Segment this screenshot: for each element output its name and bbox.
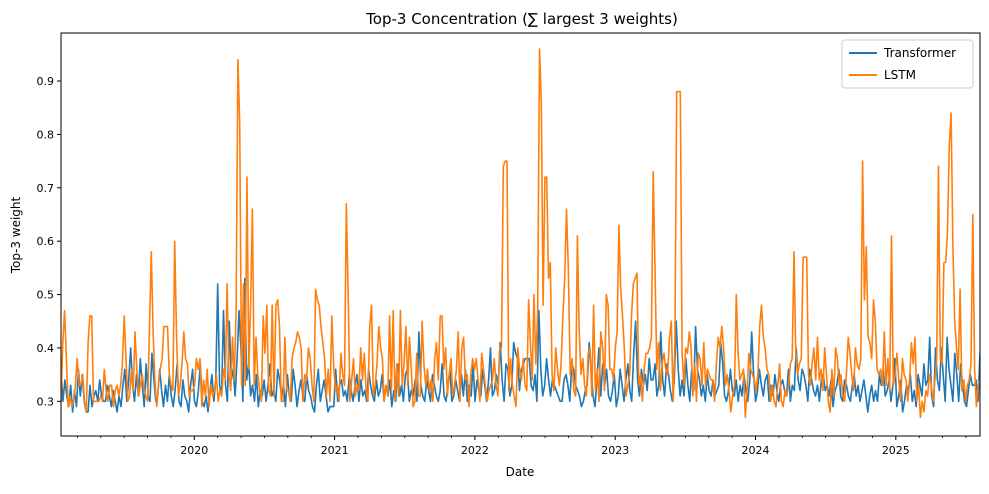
x-tick-label: 2022 <box>461 444 489 457</box>
y-tick-label: 0.8 <box>37 128 55 141</box>
y-tick-label: 0.9 <box>37 75 55 88</box>
y-tick-label: 0.5 <box>37 289 55 302</box>
y-tick-label: 0.6 <box>37 235 55 248</box>
plot-frame <box>60 32 981 437</box>
x-axis: 2020 2021 2022 2023 2024 2025 <box>76 436 967 457</box>
x-tick-label: 2021 <box>321 444 349 457</box>
y-tick-label: 0.3 <box>37 395 55 408</box>
x-tick-label: 2020 <box>180 444 208 457</box>
legend-label-lstm: LSTM <box>884 68 916 82</box>
y-axis: 0.3 0.4 0.5 0.6 0.7 0.8 0.9 <box>37 75 61 408</box>
x-axis-label: Date <box>506 465 535 479</box>
chart-title: Top-3 Concentration (∑ largest 3 weights… <box>365 10 678 28</box>
series-group <box>61 48 980 419</box>
x-tick-label: 2023 <box>601 444 629 457</box>
legend-label-transformer: Transformer <box>883 46 956 60</box>
x-tick-label: 2024 <box>742 444 770 457</box>
x-tick-label: 2025 <box>882 444 910 457</box>
series-line-lstm <box>61 48 980 419</box>
y-tick-label: 0.7 <box>37 182 55 195</box>
legend: Transformer LSTM <box>841 39 974 89</box>
y-axis-label: Top-3 weight <box>9 196 23 274</box>
y-tick-label: 0.4 <box>37 342 55 355</box>
